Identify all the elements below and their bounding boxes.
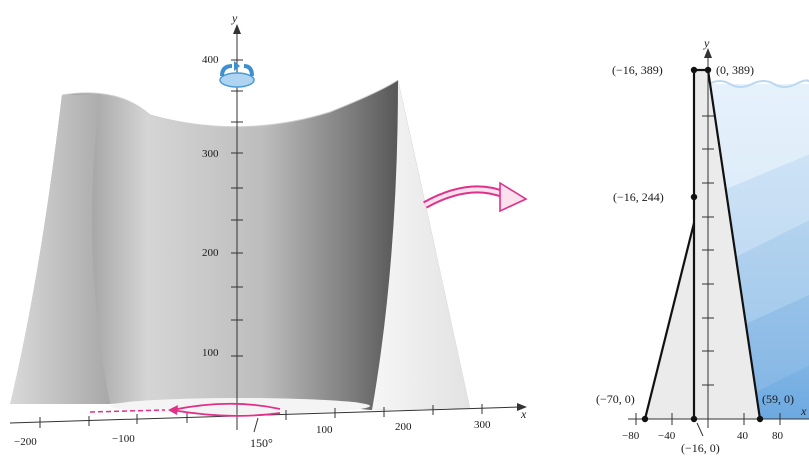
right-axes bbox=[628, 48, 809, 428]
left-x-tick-300: 300 bbox=[474, 419, 491, 431]
right-x-tick-neg40: −40 bbox=[658, 430, 676, 442]
vertex-p6-leader bbox=[696, 422, 704, 437]
vertices bbox=[641, 66, 764, 423]
rotation-icon bbox=[219, 61, 255, 88]
vertex-p3 bbox=[690, 193, 698, 201]
point-label-p4: (−70, 0) bbox=[596, 392, 635, 406]
left-x-arrowhead bbox=[517, 403, 527, 411]
dam-surface-rim bbox=[61, 79, 399, 128]
point-label-p3: (−16, 244) bbox=[613, 190, 664, 204]
right-y-axis-label: y bbox=[703, 36, 710, 50]
dam-cross-section bbox=[645, 70, 760, 419]
vertex-p4 bbox=[641, 415, 649, 423]
vertex-p2 bbox=[704, 66, 712, 74]
dam-base-ellipse bbox=[110, 398, 370, 414]
left-axes bbox=[9, 24, 527, 430]
point-label-p6: (−16, 0) bbox=[681, 441, 720, 455]
connector-arrow bbox=[423, 181, 528, 213]
vertex-p6 bbox=[690, 415, 698, 423]
left-x-axis-label: x bbox=[520, 407, 527, 421]
surface-3d bbox=[10, 79, 470, 414]
left-x-tick-200: 200 bbox=[395, 421, 412, 433]
right-x-tick-neg80: −80 bbox=[622, 430, 640, 442]
dam-surface-left-face bbox=[10, 94, 110, 404]
vertex-p1 bbox=[690, 66, 698, 74]
point-label-p2: (0, 389) bbox=[716, 63, 754, 77]
left-y-tick-400: 400 bbox=[202, 54, 219, 66]
right-x-tick-40: 40 bbox=[737, 430, 749, 442]
left-y-tick-200: 200 bbox=[202, 247, 219, 259]
left-y-tick-300: 300 bbox=[202, 148, 219, 160]
dam-surface-right-face bbox=[372, 80, 470, 410]
point-label-p5: (59, 0) bbox=[762, 392, 794, 406]
vertex-p5 bbox=[756, 415, 764, 423]
left-y-axis-label: y bbox=[231, 11, 238, 25]
left-x-tick-100: 100 bbox=[316, 424, 333, 436]
left-y-tick-100: 100 bbox=[202, 347, 219, 359]
right-x-axis-label: x bbox=[800, 404, 807, 418]
angle-arc-arrow bbox=[89, 402, 281, 433]
right-x-tick-80: 80 bbox=[772, 430, 784, 442]
right-y-arrowhead bbox=[704, 48, 712, 58]
water-surface bbox=[708, 79, 809, 88]
left-x-tick-neg200: −200 bbox=[14, 436, 37, 448]
left-y-arrowhead bbox=[233, 24, 241, 34]
dam-surface-back bbox=[10, 80, 470, 410]
point-label-p1: (−16, 389) bbox=[612, 63, 663, 77]
angle-label: 150° bbox=[250, 436, 273, 450]
left-x-tick-neg100: −100 bbox=[112, 433, 135, 445]
